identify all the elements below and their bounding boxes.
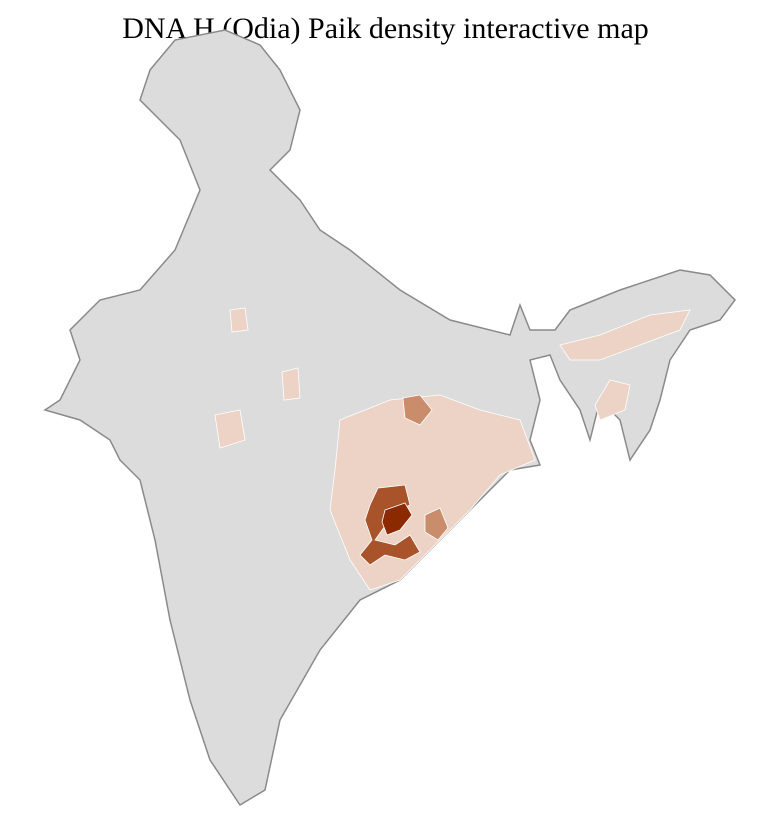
region-low-west[interactable]: [214, 409, 246, 449]
region-low-central[interactable]: [281, 367, 301, 401]
density-regions: [214, 307, 691, 591]
region-highest-core[interactable]: [381, 502, 413, 536]
region-low-northeast-2[interactable]: [594, 379, 631, 421]
region-medium-jharkhand[interactable]: [402, 394, 433, 426]
region-low-north[interactable]: [229, 307, 249, 333]
region-low-northeast[interactable]: [559, 309, 691, 361]
region-medium-coast[interactable]: [424, 507, 449, 541]
region-low-east[interactable]: [329, 394, 536, 591]
